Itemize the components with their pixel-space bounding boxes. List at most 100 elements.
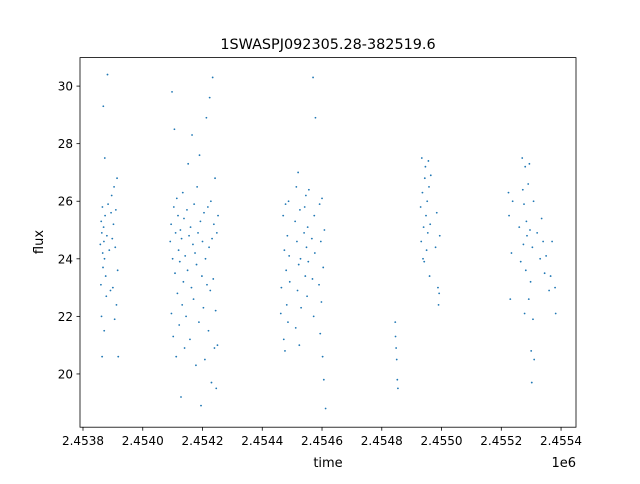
data-point (419, 206, 422, 208)
data-point (305, 246, 308, 249)
data-point (531, 246, 534, 249)
data-point (287, 321, 289, 324)
data-point (528, 162, 531, 165)
data-point (536, 232, 539, 234)
data-point (521, 188, 524, 191)
data-point (322, 266, 325, 269)
x-tick-label: 2.4552 (480, 434, 522, 448)
data-point (109, 289, 112, 292)
data-point (212, 278, 215, 280)
data-point (288, 255, 291, 257)
data-point (103, 240, 105, 243)
y-tick-label: 20 (58, 367, 73, 381)
data-point (313, 252, 316, 254)
x-axis-ticks: 2.4538 2.4540 2.4542 2.4544 2.4546 2.4548 2.45… (62, 427, 582, 448)
data-point (395, 347, 398, 349)
data-point (521, 157, 524, 159)
x-tick-label: 2.4554 (540, 434, 582, 448)
data-point (554, 286, 556, 289)
data-point (209, 200, 212, 203)
data-point (279, 312, 282, 315)
data-point (288, 280, 291, 283)
data-point (105, 234, 108, 237)
data-point (287, 200, 290, 203)
data-point (420, 157, 423, 159)
data-point (295, 185, 298, 188)
data-point (397, 387, 399, 390)
y-tick-label: 22 (58, 310, 73, 324)
x-axis-offset-label: 1e6 (551, 456, 576, 471)
data-point (532, 200, 535, 203)
y-axis-ticks: 20 22 24 26 28 30 (58, 80, 80, 381)
data-point (284, 203, 287, 206)
data-point (183, 217, 185, 220)
data-point (438, 292, 441, 295)
data-point (206, 283, 208, 286)
x-tick-label: 2.4546 (301, 434, 343, 448)
data-point (422, 226, 425, 229)
data-point (306, 295, 308, 298)
data-point (199, 220, 202, 223)
data-point (518, 226, 521, 229)
data-point (297, 171, 300, 174)
data-point (532, 318, 534, 321)
data-point (189, 226, 192, 229)
data-point (178, 324, 181, 326)
data-point (208, 96, 211, 99)
data-point (299, 257, 302, 260)
data-point (323, 229, 326, 231)
data-point (425, 249, 428, 252)
data-point (194, 252, 196, 254)
data-point (519, 260, 522, 263)
data-point (311, 278, 314, 280)
data-point (180, 396, 182, 398)
data-point (102, 266, 104, 269)
data-point (101, 252, 104, 254)
data-point (296, 289, 299, 292)
data-point (307, 260, 310, 263)
x-tick-label: 2.4544 (241, 434, 283, 448)
data-point (184, 255, 187, 257)
data-point (186, 208, 188, 211)
data-point (310, 237, 313, 240)
data-point (110, 194, 113, 197)
data-point (551, 240, 553, 243)
data-point (103, 329, 106, 332)
data-point (207, 329, 210, 332)
data-point (542, 240, 545, 243)
data-point (507, 191, 510, 194)
data-point (201, 275, 203, 277)
data-point (188, 234, 190, 237)
data-point (105, 295, 108, 298)
data-point (102, 105, 105, 108)
data-point (395, 358, 398, 361)
data-point (427, 160, 430, 162)
y-tick-label: 26 (58, 195, 73, 209)
data-point (319, 332, 322, 335)
data-point (116, 177, 118, 180)
data-point (312, 76, 314, 79)
data-point (526, 234, 528, 237)
data-point (543, 272, 546, 275)
data-point (321, 197, 323, 200)
data-point (102, 226, 105, 229)
data-point (106, 73, 109, 76)
y-tick-label: 24 (58, 252, 73, 266)
data-point (101, 355, 104, 358)
data-point (306, 226, 309, 229)
data-point (307, 188, 310, 191)
data-point (300, 306, 303, 309)
y-tick-label: 30 (58, 80, 73, 94)
data-point (437, 303, 440, 306)
data-point (195, 364, 197, 367)
data-point (530, 381, 533, 384)
data-point (215, 387, 218, 390)
data-point (318, 283, 320, 286)
x-tick-label: 2.4540 (122, 434, 164, 448)
data-point (554, 312, 557, 315)
data-point (424, 165, 427, 168)
data-point (179, 229, 182, 231)
data-point (178, 260, 181, 263)
data-point (304, 194, 307, 197)
